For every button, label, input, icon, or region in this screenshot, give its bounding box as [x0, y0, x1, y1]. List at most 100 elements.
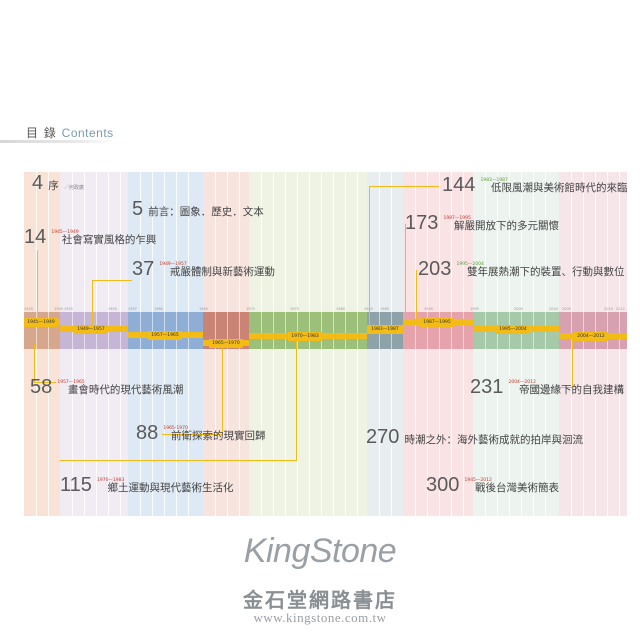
connector-line — [92, 280, 93, 326]
toc-entry[interactable]: 14 1945—1949 社會寫實風格的乍興 — [24, 226, 156, 249]
page-number: 173 — [405, 212, 439, 234]
toc-entry[interactable]: 115 1970—1983 鄉土運動與現代藝術生活化 — [60, 474, 233, 497]
contents-header: 目 錄 Contents — [26, 124, 114, 141]
entry-title: 解嚴開放下的多元關懷 — [453, 220, 559, 232]
era-range-label: 1965—1970 — [209, 339, 243, 348]
page-number: 14 — [24, 226, 47, 248]
page-number: 4 — [32, 172, 44, 194]
axis-tick: 2000 — [514, 307, 523, 311]
connector-line — [92, 280, 132, 281]
era-range-label: 1949—1957 — [74, 325, 108, 334]
connector-line — [530, 387, 572, 388]
entry-period: 1957—1965 — [57, 380, 85, 385]
entry-period: 1987—1995 — [443, 216, 471, 221]
axis-tick: 1983 — [364, 307, 373, 311]
toc-entry[interactable]: 144 1983—1987 低限風潮與美術館時代的來臨 — [442, 174, 627, 197]
connector-line — [572, 339, 573, 387]
axis-tick: 1970 — [246, 307, 255, 311]
axis-tick: 1995 — [470, 307, 479, 311]
connector-line — [296, 339, 297, 460]
connector-line — [60, 460, 297, 461]
entry-title: 雙年展熱潮下的裝置、行動與數位 — [466, 266, 625, 278]
entry-title: 帝國邊緣下的自我建構 — [518, 384, 624, 396]
page-number: 144 — [442, 174, 476, 196]
axis-tick: 1960 — [154, 307, 163, 311]
page-number: 58 — [30, 376, 53, 398]
axis-tick: 1985 — [380, 307, 389, 311]
header-underline — [0, 140, 115, 143]
entry-author: ／何政廣 — [63, 185, 84, 191]
axis-tick: 2012 — [616, 307, 625, 311]
entry-period: 1983—1987 — [480, 178, 508, 183]
axis-tick: 2004 — [549, 307, 558, 311]
connector-line — [369, 186, 370, 326]
watermark-store-name: 金石堂網路書店 — [243, 590, 397, 612]
toc-entry[interactable]: 270 時潮之外：海外藝術成就的拍岸與洄流 — [366, 426, 583, 449]
page-number: 231 — [470, 376, 504, 398]
axis-tick: 1955 — [108, 307, 117, 311]
entry-period: 1965-1970 — [163, 426, 188, 431]
axis-tick: 2005 — [562, 307, 571, 311]
connector-line — [37, 250, 38, 320]
axis-tick: 1965 — [199, 307, 208, 311]
toc-entry[interactable]: 37 1949—1957 戒嚴體制與新藝術運動 — [132, 258, 275, 281]
page-number: 88 — [136, 422, 159, 444]
connector-line — [405, 224, 406, 319]
page-number: 300 — [426, 474, 460, 496]
era-range-label: 2004—2012 — [574, 332, 608, 341]
era-range-label: 1970—1983 — [288, 332, 322, 341]
contents-title-en: Contents — [61, 126, 114, 140]
connector-line — [34, 382, 56, 383]
entry-period: 1945—1949 — [51, 230, 79, 235]
entry-title: 低限風潮與美術館時代的來臨 — [490, 182, 628, 194]
page-number: 37 — [132, 258, 155, 280]
toc-entry[interactable]: 58 1957—1965 畫會時代的現代藝術風潮 — [30, 376, 183, 399]
timeline-board: 1945 1949 1950 1955 1957 1960 1965 1970 … — [24, 172, 627, 516]
entry-title: 戒嚴體制與新藝術運動 — [169, 266, 275, 278]
contents-title-zh: 目 錄 — [26, 126, 57, 140]
axis-tick: 1945 — [24, 307, 33, 311]
entry-title: 序 — [48, 180, 59, 192]
entry-period: 1995—2004 — [456, 262, 484, 267]
era-range-label: 1945—1949 — [24, 318, 58, 327]
entry-period: 1945—2012 — [464, 478, 492, 483]
axis-tick: 1980 — [336, 307, 345, 311]
watermark-logo: KingStone — [243, 532, 397, 570]
connector-line — [369, 186, 439, 187]
page-number: 5 — [132, 198, 144, 220]
page-number: 270 — [366, 426, 400, 448]
entry-title: 時潮之外：海外藝術成就的拍岸與洄流 — [404, 434, 583, 446]
entry-title: 畫會時代的現代藝術風潮 — [67, 384, 184, 396]
axis-tick: 1990 — [424, 307, 433, 311]
entry-title: 鄉土運動與現代藝術生活化 — [107, 482, 234, 494]
toc-entry[interactable]: 5 前言：圖象．歷史．文本 — [132, 198, 264, 221]
connector-line — [162, 434, 222, 435]
axis-tick: 2010 — [604, 307, 613, 311]
toc-entry[interactable]: 173 1987—1995 解嚴開放下的多元關懷 — [405, 212, 559, 235]
entry-period: 2004—2012 — [508, 380, 536, 385]
entry-title: 社會寫實風格的乍興 — [61, 234, 157, 246]
page-number: 203 — [418, 258, 452, 280]
entry-title: 戰後台灣美術簡表 — [474, 482, 559, 494]
connector-line — [222, 346, 223, 434]
connector-line — [416, 270, 417, 326]
entry-period: 1949—1957 — [159, 262, 187, 267]
toc-entry[interactable]: 88 1965-1970 前衛探索的現實回歸 — [136, 422, 265, 445]
axis-tick: 1950 — [64, 307, 73, 311]
page-number: 115 — [60, 474, 92, 496]
toc-entry[interactable]: 231 2004—2012 帝國邊緣下的自我建構 — [470, 376, 624, 399]
axis-tick: 1949 — [54, 307, 63, 311]
toc-entry[interactable]: 203 1995—2004 雙年展熱潮下的裝置、行動與數位 — [418, 258, 624, 281]
entry-title: 前衛探索的現實回歸 — [170, 430, 266, 442]
era-range-label: 1995—2004 — [496, 325, 530, 334]
entry-period: 1970—1983 — [96, 478, 125, 483]
toc-entry[interactable]: 300 1945—2012 戰後台灣美術簡表 — [426, 474, 559, 497]
axis-tick: 1975 — [290, 307, 299, 311]
toc-entry[interactable]: 4 序 ／何政廣 — [32, 172, 84, 195]
entry-title: 前言：圖象．歷史．文本 — [148, 206, 264, 218]
connector-line — [34, 344, 35, 382]
era-range-label: 1957—1965 — [148, 331, 182, 340]
era-range-label: 1987—1995 — [420, 318, 454, 327]
era-range-label: 1983—1987 — [367, 325, 403, 334]
watermark-url: www.kingstone.com.tw — [253, 610, 387, 625]
